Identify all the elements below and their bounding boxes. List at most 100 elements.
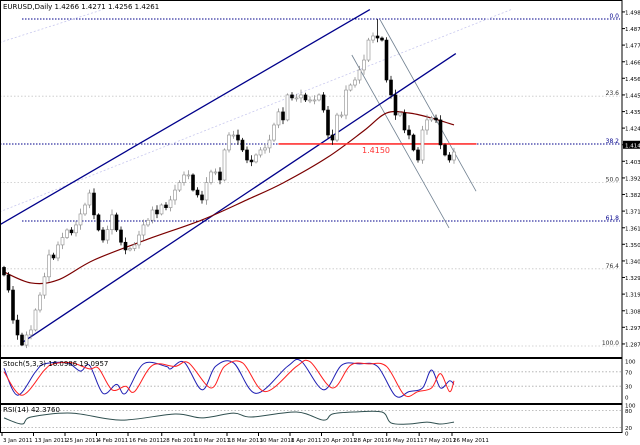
y-axis-label: 1.4563 [625,77,640,83]
bull-candle-body [87,192,92,206]
bull-candle-body [362,59,366,71]
y-axis-label: 1.3190 [625,293,640,299]
candle [24,331,29,349]
bull-candle-body [204,182,209,201]
candle [236,129,240,145]
candle [173,184,177,205]
x-axis-date-label: 28 Apr 2011 [354,438,388,444]
candle [263,143,267,154]
fib-level-label: 23.6 [606,90,620,97]
candle [78,208,83,230]
bull-candle-body [231,134,236,137]
fan-line [0,9,104,43]
fib-level-label: 38.2 [606,138,620,145]
bull-candle-body [366,39,371,61]
x-axis-date-label: 4 Feb 2011 [98,438,129,444]
bear-candle-body [443,144,447,156]
stochastic-axis-label: 0 [625,396,629,402]
bear-candle-body [411,134,416,151]
y-axis-label: 1.4035 [625,160,640,166]
bear-candle-body [447,154,452,161]
bull-candle-body [317,94,321,101]
bull-candle-body [141,224,146,236]
bear-candle-body [281,111,285,121]
main-price-panel[interactable]: 0.0 23.6 38.2 50.0 61.8 76.4 100.0 1.4150 [0,9,620,349]
x-axis-date-label: 18 Mar 2011 [228,438,263,444]
candle [2,265,6,277]
bull-candle-body [348,84,353,91]
candle [141,219,146,240]
bull-candle-body [83,204,87,215]
bull-candle-body [308,99,312,102]
bull-candle-body [173,189,177,201]
bear-candle-body [218,171,222,181]
candle [240,137,245,152]
bear-candle-body [438,119,443,146]
y-axis-label: 1.3824 [625,193,640,199]
candle [177,180,182,193]
candle [429,115,434,122]
candle [389,75,393,99]
candle [6,272,11,293]
bear-candle-body [330,134,335,141]
candle [227,132,231,153]
bull-candle-body [267,139,272,149]
rsi-label: RSI(14) 42.3760 [3,406,60,414]
candle [330,129,335,145]
bear-candle-body [2,267,6,276]
candle [195,187,200,198]
x-axis-date-label: 30 Mar 2011 [260,438,295,444]
candle [375,19,380,43]
trend-line [379,19,477,192]
stochastic-main-line [3,358,455,398]
candle [434,114,438,124]
candle [155,205,159,219]
candle [123,237,128,255]
candle [285,93,290,122]
bear-candle-body [407,129,411,136]
bear-candle-body [384,39,389,81]
x-axis-date-label: 25 Jan 2011 [66,438,99,444]
x-axis-date-label: 26 May 2011 [453,438,489,444]
trend-line [351,54,450,229]
rsi-panel[interactable] [0,410,622,428]
bear-candle-body [416,149,420,161]
bull-candle-body [65,229,69,238]
candle [38,292,42,313]
bull-candle-body [56,244,60,259]
candle [11,285,15,324]
bull-candle-body [168,199,173,208]
candle [452,147,456,164]
support-label: 1.4150 [362,146,390,155]
candle [348,83,353,92]
candle [312,95,317,105]
bull-candle-body [132,244,137,249]
bear-candle-body [92,192,96,216]
candle [60,232,65,250]
chart-frame [0,0,623,433]
candle [249,155,254,167]
candle [56,241,60,262]
candle [15,314,20,340]
bull-candle-body [177,182,182,191]
candle [101,227,105,243]
bull-candle-body [213,171,218,174]
fib-level-label: 50.0 [606,177,620,184]
bear-candle-body [195,189,200,196]
candle [33,308,38,332]
bull-candle-body [398,112,402,116]
candle [290,92,294,101]
y-axis-label: 1.3507 [625,243,640,249]
bull-candle-body [110,214,114,230]
candle [159,203,164,216]
rsi-rsi-line [3,410,455,425]
candle [402,109,407,134]
stochastic-panel[interactable] [0,358,622,398]
bear-candle-body [402,112,407,131]
candle [308,96,312,104]
candle [357,65,362,84]
bull-candle-body [74,224,78,234]
